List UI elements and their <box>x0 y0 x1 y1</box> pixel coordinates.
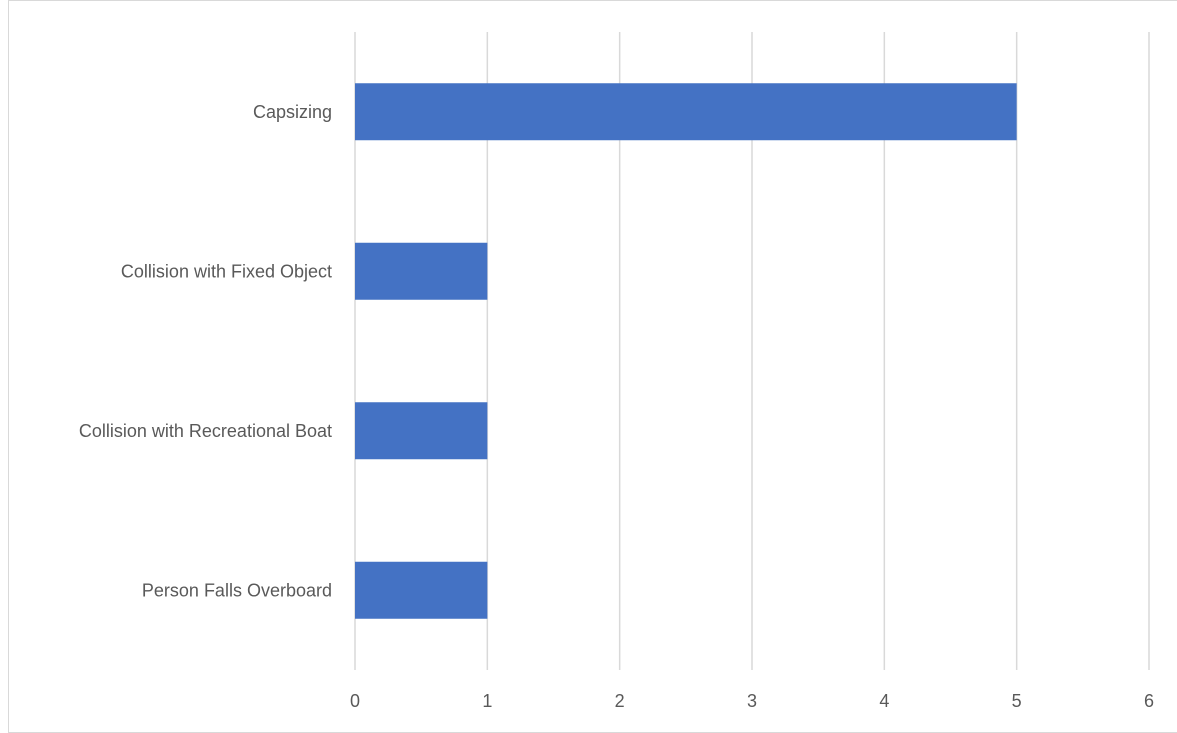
bar-person-falls-overboard <box>355 561 488 619</box>
category-label: Capsizing <box>253 102 332 122</box>
category-label: Collision with Recreational Boat <box>79 421 332 441</box>
category-labels: Capsizing Collision with Fixed Object Coll… <box>79 102 332 601</box>
x-tick-label: 2 <box>615 691 625 711</box>
x-tick-label: 4 <box>879 691 889 711</box>
x-tick-label: 0 <box>350 691 360 711</box>
x-tick-labels: 0 1 2 3 4 5 6 <box>350 691 1154 711</box>
bar-collision-with-fixed-object <box>355 242 488 300</box>
x-tick-label: 6 <box>1144 691 1154 711</box>
category-label: Collision with Fixed Object <box>121 261 332 281</box>
category-label: Person Falls Overboard <box>142 580 332 600</box>
bar-capsizing <box>355 83 1017 141</box>
bars <box>355 83 1017 619</box>
x-tick-label: 5 <box>1012 691 1022 711</box>
x-tick-label: 1 <box>482 691 492 711</box>
bar-collision-with-recreational-boat <box>355 402 488 460</box>
x-tick-label: 3 <box>747 691 757 711</box>
